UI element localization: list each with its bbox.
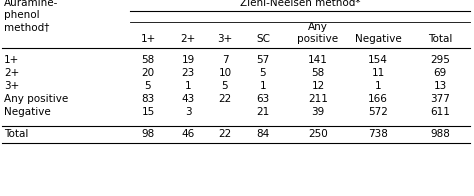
- Text: 39: 39: [311, 107, 325, 117]
- Text: 84: 84: [256, 129, 270, 139]
- Text: 11: 11: [371, 68, 384, 78]
- Text: 58: 58: [141, 55, 155, 65]
- Text: 22: 22: [219, 94, 232, 104]
- Text: Ziehl-Neelsen method*: Ziehl-Neelsen method*: [240, 0, 360, 8]
- Text: 3+: 3+: [4, 81, 19, 91]
- Text: 20: 20: [141, 68, 155, 78]
- Text: Any positive: Any positive: [4, 94, 68, 104]
- Text: 46: 46: [182, 129, 195, 139]
- Text: Auramine-: Auramine-: [4, 0, 58, 8]
- Text: 166: 166: [368, 94, 388, 104]
- Text: 21: 21: [256, 107, 270, 117]
- Text: 3: 3: [185, 107, 191, 117]
- Text: 377: 377: [430, 94, 450, 104]
- Text: 250: 250: [308, 129, 328, 139]
- Text: 63: 63: [256, 94, 270, 104]
- Text: 2+: 2+: [181, 34, 196, 44]
- Text: Total: Total: [428, 34, 452, 44]
- Text: Any: Any: [308, 22, 328, 32]
- Text: Total: Total: [4, 129, 28, 139]
- Text: method†: method†: [4, 22, 49, 32]
- Text: 7: 7: [222, 55, 228, 65]
- Text: 738: 738: [368, 129, 388, 139]
- Text: 1+: 1+: [4, 55, 19, 65]
- Text: 15: 15: [141, 107, 155, 117]
- Text: 211: 211: [308, 94, 328, 104]
- Text: 5: 5: [260, 68, 266, 78]
- Text: 1: 1: [374, 81, 381, 91]
- Text: Negative: Negative: [355, 34, 401, 44]
- Text: 572: 572: [368, 107, 388, 117]
- Text: 2+: 2+: [4, 68, 19, 78]
- Text: 611: 611: [430, 107, 450, 117]
- Text: 988: 988: [430, 129, 450, 139]
- Text: 19: 19: [182, 55, 195, 65]
- Text: 3+: 3+: [218, 34, 233, 44]
- Text: 23: 23: [182, 68, 195, 78]
- Text: 5: 5: [145, 81, 151, 91]
- Text: 13: 13: [433, 81, 447, 91]
- Text: 22: 22: [219, 129, 232, 139]
- Text: 10: 10: [219, 68, 232, 78]
- Text: Negative: Negative: [4, 107, 51, 117]
- Text: positive: positive: [298, 34, 338, 44]
- Text: 58: 58: [311, 68, 325, 78]
- Text: 5: 5: [222, 81, 228, 91]
- Text: 295: 295: [430, 55, 450, 65]
- Text: 154: 154: [368, 55, 388, 65]
- Text: 83: 83: [141, 94, 155, 104]
- Text: 57: 57: [256, 55, 270, 65]
- Text: 1+: 1+: [140, 34, 155, 44]
- Text: 12: 12: [311, 81, 325, 91]
- Text: 43: 43: [182, 94, 195, 104]
- Text: 1: 1: [260, 81, 266, 91]
- Text: 69: 69: [433, 68, 447, 78]
- Text: 98: 98: [141, 129, 155, 139]
- Text: 1: 1: [185, 81, 191, 91]
- Text: SC: SC: [256, 34, 270, 44]
- Text: 141: 141: [308, 55, 328, 65]
- Text: phenol: phenol: [4, 10, 40, 20]
